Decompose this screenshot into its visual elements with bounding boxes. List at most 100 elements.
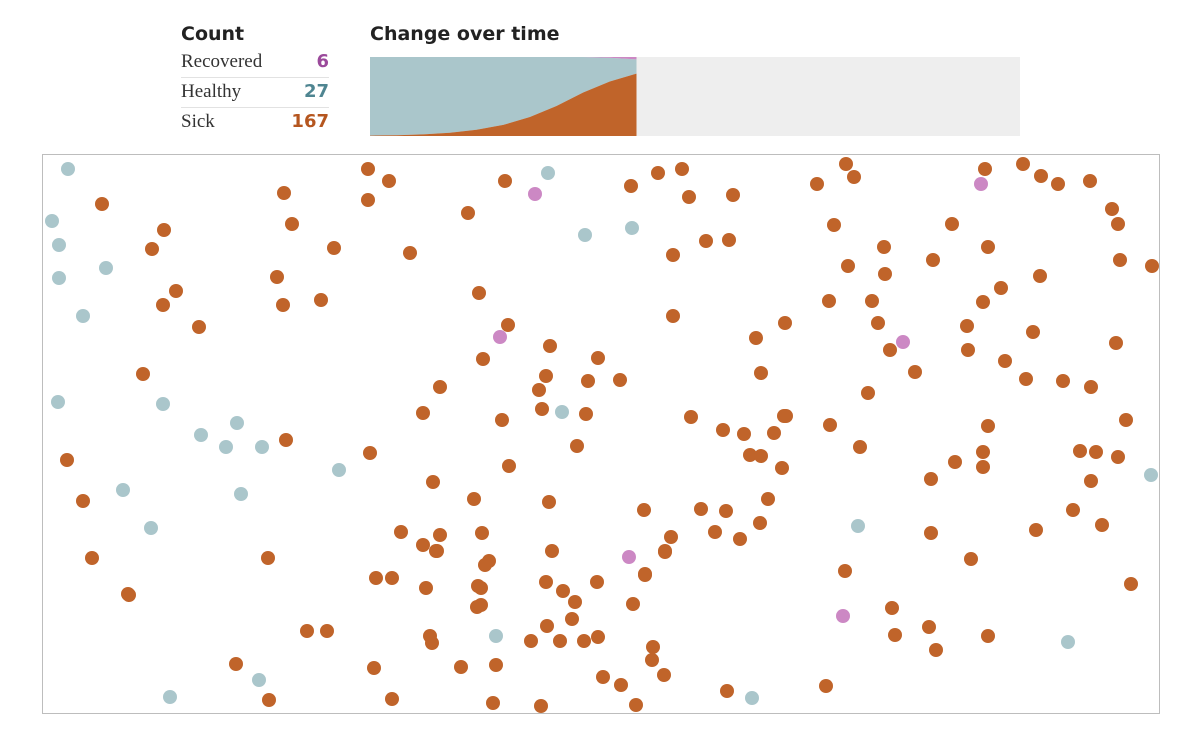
sick-dot <box>908 365 922 379</box>
sick-dot <box>885 601 899 615</box>
count-row-healthy: Healthy 27 <box>181 78 329 108</box>
sick-dot <box>394 525 408 539</box>
sick-dot <box>658 544 672 558</box>
sick-dot <box>502 459 516 473</box>
sick-dot <box>684 410 698 424</box>
healthy-dot <box>625 221 639 235</box>
sick-dot <box>657 668 671 682</box>
sick-dot <box>694 502 708 516</box>
sick-dot <box>822 294 836 308</box>
sick-dot <box>262 693 276 707</box>
sick-dot <box>1033 269 1047 283</box>
sick-dot <box>361 162 375 176</box>
sick-dot <box>929 643 943 657</box>
healthy-dot <box>555 405 569 419</box>
healthy-dot <box>116 483 130 497</box>
sick-dot <box>888 628 902 642</box>
sick-dot <box>613 373 627 387</box>
sick-dot <box>570 439 584 453</box>
sick-dot <box>539 369 553 383</box>
sick-dot <box>722 233 736 247</box>
sick-dot <box>95 197 109 211</box>
sick-dot <box>1026 325 1040 339</box>
count-title: Count <box>181 23 245 45</box>
sick-dot <box>638 567 652 581</box>
change-over-time-panel: Change over time <box>370 20 1020 136</box>
sick-dot <box>157 223 171 237</box>
healthy-dot <box>52 271 66 285</box>
sick-dot <box>778 316 792 330</box>
sick-dot <box>361 193 375 207</box>
sick-dot <box>577 634 591 648</box>
sick-dot <box>994 281 1008 295</box>
sick-dot <box>682 190 696 204</box>
recovered-dot <box>974 177 988 191</box>
change-over-time-chart <box>370 57 1020 136</box>
recovered-dot <box>493 330 507 344</box>
sick-dot <box>568 595 582 609</box>
sick-dot <box>122 588 136 602</box>
sick-dot <box>1016 157 1030 171</box>
sick-dot <box>276 298 290 312</box>
sick-dot <box>1111 217 1125 231</box>
sick-dot <box>779 409 793 423</box>
sick-dot <box>1084 380 1098 394</box>
sick-dot <box>261 551 275 565</box>
sick-dot <box>847 170 861 184</box>
sick-dot <box>733 532 747 546</box>
sick-dot <box>429 544 443 558</box>
healthy-dot <box>99 261 113 275</box>
sick-dot <box>433 528 447 542</box>
sick-dot <box>1105 202 1119 216</box>
sick-dot <box>651 166 665 180</box>
sick-dot <box>646 640 660 654</box>
sick-area <box>370 73 637 136</box>
people-scatter <box>45 157 1159 713</box>
sick-dot <box>169 284 183 298</box>
sick-dot <box>961 343 975 357</box>
sick-dot <box>1083 174 1097 188</box>
sick-dot <box>726 188 740 202</box>
sick-dot <box>556 584 570 598</box>
sick-dot <box>1073 444 1087 458</box>
sick-dot <box>964 552 978 566</box>
sick-dot <box>545 544 559 558</box>
sick-dot <box>535 402 549 416</box>
sick-dot <box>871 316 885 330</box>
healthy-dot <box>745 691 759 705</box>
sick-dot <box>614 678 628 692</box>
sick-dot <box>865 294 879 308</box>
sick-dot <box>841 259 855 273</box>
sick-dot <box>1056 374 1070 388</box>
sick-dot <box>472 286 486 300</box>
sick-dot <box>976 445 990 459</box>
sick-dot <box>433 380 447 394</box>
recovered-dot <box>896 335 910 349</box>
sick-dot <box>579 407 593 421</box>
sick-dot <box>279 433 293 447</box>
sick-dot <box>385 692 399 706</box>
sick-dot <box>775 461 789 475</box>
sick-dot <box>369 571 383 585</box>
healthy-dot <box>489 629 503 643</box>
sick-dot <box>749 331 763 345</box>
sick-dot <box>1145 259 1159 273</box>
sick-dot <box>629 698 643 712</box>
sick-dot <box>385 571 399 585</box>
healthy-dot <box>851 519 865 533</box>
sick-dot <box>471 579 485 593</box>
sick-dot <box>753 516 767 530</box>
sick-dot <box>754 366 768 380</box>
sick-dot <box>1111 450 1125 464</box>
recovered-dot <box>528 187 542 201</box>
healthy-area <box>370 57 637 136</box>
sick-dot <box>664 530 678 544</box>
healthy-dot <box>76 309 90 323</box>
sick-dot <box>76 494 90 508</box>
healthy-dot <box>51 395 65 409</box>
chart-title: Change over time <box>370 23 560 45</box>
sick-dot <box>285 217 299 231</box>
sick-dot <box>624 179 638 193</box>
sick-dot <box>827 218 841 232</box>
sick-dot <box>367 661 381 675</box>
